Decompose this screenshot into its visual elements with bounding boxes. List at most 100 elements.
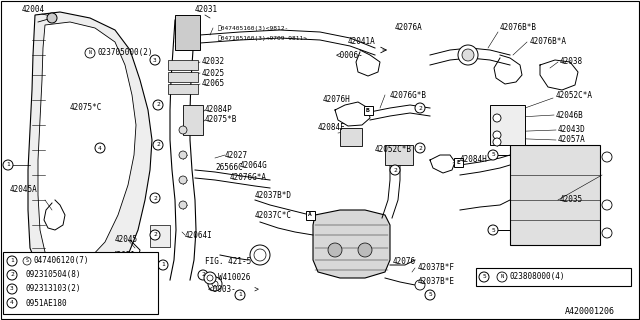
Circle shape <box>207 275 213 281</box>
Text: N: N <box>88 51 92 55</box>
Circle shape <box>204 272 216 284</box>
Text: A420001206: A420001206 <box>565 308 615 316</box>
Circle shape <box>497 272 507 282</box>
Bar <box>3 252 158 314</box>
Text: 42076H: 42076H <box>323 95 351 105</box>
Circle shape <box>462 49 474 61</box>
Circle shape <box>488 225 498 235</box>
Text: 1: 1 <box>10 259 14 263</box>
Text: 5: 5 <box>491 153 495 157</box>
Circle shape <box>95 143 105 153</box>
Text: 26566C: 26566C <box>215 163 243 172</box>
Bar <box>510 145 600 245</box>
Circle shape <box>415 103 425 113</box>
Circle shape <box>390 165 400 175</box>
Polygon shape <box>38 22 136 264</box>
Text: 42075*B: 42075*B <box>205 116 237 124</box>
Text: 2: 2 <box>153 196 157 201</box>
Circle shape <box>153 100 163 110</box>
Text: 42025: 42025 <box>202 68 225 77</box>
Circle shape <box>179 126 187 134</box>
Text: 42075*C: 42075*C <box>70 103 102 113</box>
Circle shape <box>179 176 187 184</box>
Circle shape <box>7 298 17 308</box>
Circle shape <box>328 243 342 257</box>
Circle shape <box>3 160 13 170</box>
Text: 42084F: 42084F <box>318 124 346 132</box>
Text: 42052C*A: 42052C*A <box>556 91 593 100</box>
Circle shape <box>254 249 266 261</box>
Text: 092313103(2): 092313103(2) <box>25 284 81 293</box>
Text: 42084P: 42084P <box>205 106 233 115</box>
Text: 42076G*B: 42076G*B <box>390 91 427 100</box>
Bar <box>168 60 198 70</box>
Text: 42076: 42076 <box>393 258 416 267</box>
Text: 42076B*A: 42076B*A <box>530 37 567 46</box>
Text: 2: 2 <box>418 106 422 110</box>
Bar <box>305 211 314 220</box>
Polygon shape <box>28 12 152 280</box>
Bar <box>490 105 525 145</box>
Circle shape <box>179 151 187 159</box>
Text: 42065: 42065 <box>202 79 225 89</box>
Bar <box>183 105 203 135</box>
Circle shape <box>493 138 501 146</box>
Circle shape <box>47 13 57 23</box>
Text: 42043D: 42043D <box>558 125 586 134</box>
Text: 42076B*B: 42076B*B <box>500 23 537 33</box>
Text: 1: 1 <box>161 262 165 268</box>
Circle shape <box>235 290 245 300</box>
Bar <box>385 145 413 165</box>
Circle shape <box>458 45 478 65</box>
Text: 1: 1 <box>238 292 242 298</box>
Text: 42045: 42045 <box>115 236 138 244</box>
Circle shape <box>358 243 372 257</box>
Text: B: B <box>366 108 370 113</box>
Text: 5: 5 <box>482 275 486 279</box>
Text: 42038: 42038 <box>560 58 583 67</box>
Circle shape <box>198 270 208 280</box>
Text: 4: 4 <box>10 300 14 306</box>
Text: N: N <box>500 275 504 279</box>
Text: W410026: W410026 <box>218 274 250 283</box>
Circle shape <box>153 140 163 150</box>
Text: 42076A: 42076A <box>395 23 423 33</box>
Text: 2: 2 <box>156 142 160 148</box>
Text: 5: 5 <box>428 292 432 298</box>
Circle shape <box>602 228 612 238</box>
Text: 42037C*C: 42037C*C <box>255 211 292 220</box>
Circle shape <box>250 245 270 265</box>
Circle shape <box>415 280 425 290</box>
Circle shape <box>488 150 498 160</box>
Text: 42037B*D: 42037B*D <box>255 190 292 199</box>
Circle shape <box>150 55 160 65</box>
Polygon shape <box>313 210 390 278</box>
Text: 42032: 42032 <box>202 58 225 67</box>
Text: <0003-    >: <0003- > <box>208 285 259 294</box>
Text: 42037B*F: 42037B*F <box>418 263 455 273</box>
Circle shape <box>150 193 160 203</box>
Circle shape <box>85 48 95 58</box>
Text: 092310504(8): 092310504(8) <box>25 270 81 279</box>
Text: 023808000(4): 023808000(4) <box>509 273 564 282</box>
Circle shape <box>208 277 222 291</box>
Circle shape <box>415 143 425 153</box>
Text: 1: 1 <box>6 163 10 167</box>
Text: 2: 2 <box>418 146 422 150</box>
Circle shape <box>179 201 187 209</box>
Text: 42031: 42031 <box>195 5 218 14</box>
Text: 42084H: 42084H <box>460 156 488 164</box>
Circle shape <box>7 256 17 266</box>
Text: 3: 3 <box>153 58 157 62</box>
Text: 2: 2 <box>156 102 160 108</box>
Circle shape <box>493 114 501 122</box>
Bar <box>476 268 631 286</box>
Text: <0006-: <0006- <box>336 51 364 60</box>
Bar <box>175 15 200 50</box>
Circle shape <box>493 131 501 139</box>
Bar <box>168 84 198 94</box>
Circle shape <box>150 230 160 240</box>
Circle shape <box>602 152 612 162</box>
Text: 2: 2 <box>10 273 14 277</box>
Text: 4: 4 <box>98 146 102 150</box>
